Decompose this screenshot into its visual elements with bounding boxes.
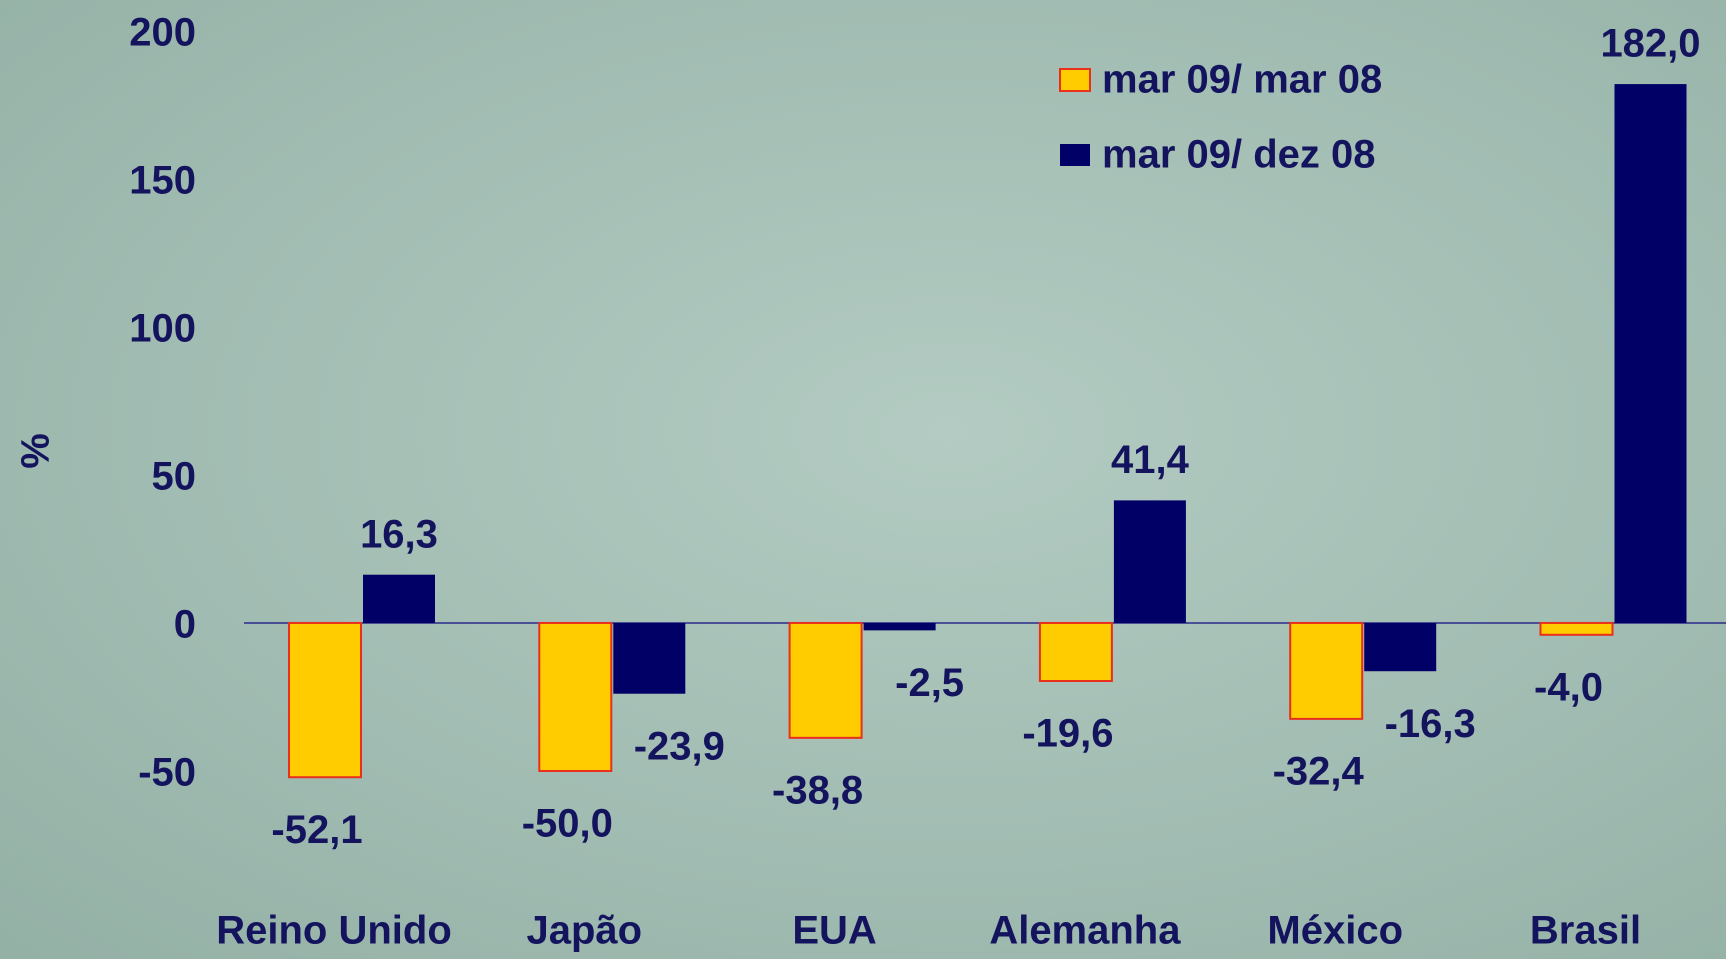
y-tick-label: 200 [129, 10, 196, 54]
bar [1040, 623, 1112, 681]
data-label: -52,1 [271, 808, 362, 852]
bar [613, 623, 685, 694]
y-tick-label: -50 [138, 751, 196, 795]
data-label: -38,8 [772, 768, 863, 812]
bar [864, 623, 936, 630]
bar [1541, 623, 1613, 635]
y-axis-label: % [14, 433, 58, 469]
data-label: 41,4 [1111, 438, 1190, 482]
x-tick-label: Japão [526, 909, 642, 953]
data-label: 182,0 [1600, 22, 1700, 66]
bar [1290, 623, 1362, 719]
x-tick-label: Brasil [1530, 909, 1641, 953]
bar [289, 623, 361, 777]
data-label: -2,5 [895, 661, 964, 705]
chart: % -50 0 50 100 150 200 Reino Unido -52,1 16,3 Jap… [0, 0, 1726, 959]
data-label: -23,9 [634, 724, 725, 768]
bar [1114, 500, 1186, 623]
legend-label: mar 09/ dez 08 [1102, 133, 1376, 177]
background [0, 0, 1726, 959]
x-tick-label: Reino Unido [216, 909, 452, 953]
data-label: -4,0 [1534, 665, 1603, 709]
y-tick-label: 50 [152, 454, 197, 498]
y-tick-label: 100 [129, 306, 196, 350]
data-label: 16,3 [360, 512, 438, 556]
bar [790, 623, 862, 738]
legend-label: mar 09/ mar 08 [1102, 58, 1382, 102]
y-tick-label: 150 [129, 158, 196, 202]
legend-swatch [1060, 144, 1090, 166]
bar [1615, 84, 1687, 623]
y-tick-label: 0 [174, 603, 196, 647]
x-tick-label: Alemanha [989, 909, 1181, 953]
x-tick-label: EUA [792, 909, 876, 953]
data-label: -50,0 [522, 802, 613, 846]
data-label: -19,6 [1022, 712, 1113, 756]
x-tick-label: México [1267, 909, 1403, 953]
legend-swatch [1060, 69, 1090, 91]
data-label: -16,3 [1385, 702, 1476, 746]
data-label: -32,4 [1273, 749, 1365, 793]
bar [363, 575, 435, 623]
bar [1364, 623, 1436, 671]
bar [539, 623, 611, 771]
